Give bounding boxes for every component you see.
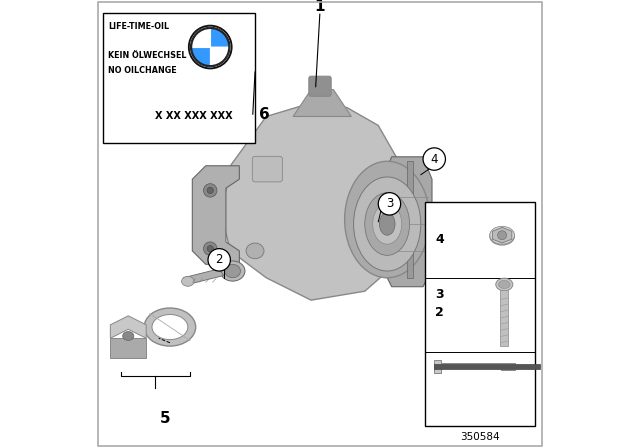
Circle shape bbox=[207, 246, 213, 252]
Wedge shape bbox=[210, 47, 229, 66]
Ellipse shape bbox=[152, 314, 188, 340]
Ellipse shape bbox=[344, 161, 430, 278]
Polygon shape bbox=[293, 90, 351, 116]
Circle shape bbox=[204, 242, 217, 255]
FancyBboxPatch shape bbox=[252, 156, 282, 182]
Text: LIFE-TIME-OIL: LIFE-TIME-OIL bbox=[108, 22, 169, 30]
Text: 6: 6 bbox=[259, 107, 269, 122]
Polygon shape bbox=[435, 360, 515, 373]
Circle shape bbox=[423, 148, 445, 170]
FancyBboxPatch shape bbox=[308, 76, 332, 96]
Ellipse shape bbox=[490, 227, 515, 245]
Text: 2: 2 bbox=[435, 306, 444, 319]
Circle shape bbox=[208, 249, 230, 271]
FancyBboxPatch shape bbox=[407, 161, 413, 278]
Ellipse shape bbox=[496, 278, 513, 291]
FancyBboxPatch shape bbox=[425, 202, 535, 426]
Wedge shape bbox=[191, 28, 210, 47]
Ellipse shape bbox=[499, 280, 510, 289]
Text: 4: 4 bbox=[431, 152, 438, 166]
Ellipse shape bbox=[490, 226, 515, 244]
FancyBboxPatch shape bbox=[102, 13, 255, 143]
Ellipse shape bbox=[372, 204, 402, 244]
Circle shape bbox=[191, 27, 230, 67]
FancyBboxPatch shape bbox=[435, 364, 540, 369]
Circle shape bbox=[378, 193, 401, 215]
Circle shape bbox=[189, 26, 232, 69]
Ellipse shape bbox=[380, 213, 395, 235]
Text: 5: 5 bbox=[160, 411, 171, 426]
Text: 1: 1 bbox=[315, 0, 325, 14]
Ellipse shape bbox=[365, 193, 410, 255]
Text: KEIN ÖLWECHSEL: KEIN ÖLWECHSEL bbox=[108, 51, 187, 60]
Ellipse shape bbox=[225, 264, 241, 278]
Text: 350584: 350584 bbox=[460, 432, 500, 442]
Wedge shape bbox=[191, 47, 210, 66]
Ellipse shape bbox=[353, 177, 421, 271]
Circle shape bbox=[207, 187, 213, 194]
Polygon shape bbox=[183, 269, 223, 284]
Ellipse shape bbox=[246, 243, 264, 258]
FancyBboxPatch shape bbox=[500, 290, 508, 346]
Polygon shape bbox=[110, 316, 146, 338]
Ellipse shape bbox=[220, 261, 245, 281]
Polygon shape bbox=[192, 166, 239, 264]
Polygon shape bbox=[383, 157, 432, 287]
Polygon shape bbox=[110, 338, 146, 358]
Text: 3: 3 bbox=[386, 197, 393, 211]
Ellipse shape bbox=[123, 332, 134, 340]
Text: NO OILCHANGE: NO OILCHANGE bbox=[108, 66, 177, 75]
Text: X XX XXX XXX: X XX XXX XXX bbox=[156, 111, 233, 121]
Circle shape bbox=[498, 231, 507, 240]
Ellipse shape bbox=[182, 276, 194, 286]
Text: 4: 4 bbox=[435, 233, 444, 246]
Polygon shape bbox=[221, 103, 410, 300]
Wedge shape bbox=[210, 28, 229, 47]
Text: 3: 3 bbox=[435, 288, 444, 301]
Text: 2: 2 bbox=[216, 253, 223, 267]
Circle shape bbox=[204, 184, 217, 197]
Ellipse shape bbox=[144, 308, 196, 346]
Circle shape bbox=[191, 28, 229, 66]
Polygon shape bbox=[492, 228, 512, 243]
